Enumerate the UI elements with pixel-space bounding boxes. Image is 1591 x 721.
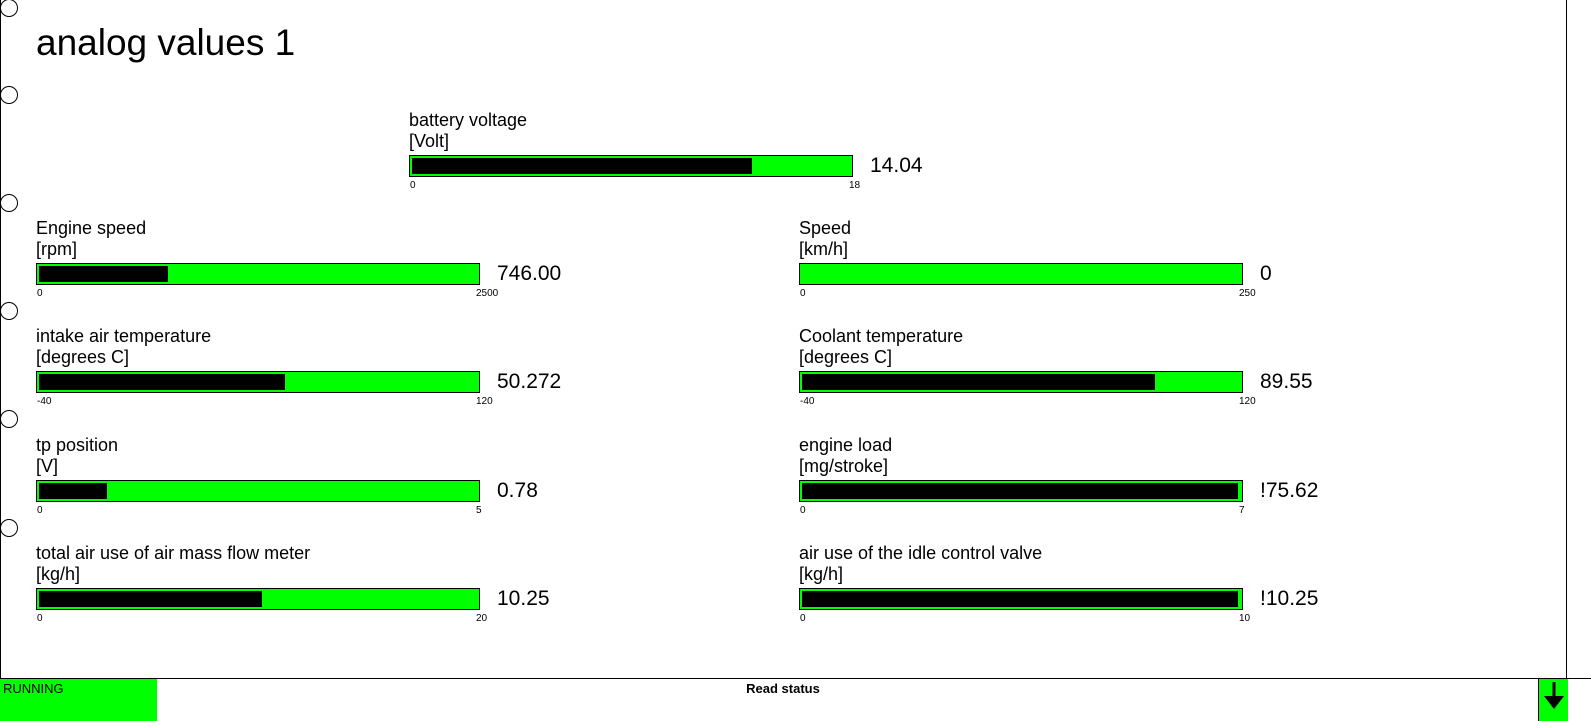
gauge-label: Engine speed bbox=[36, 218, 147, 238]
gauge-bar bbox=[36, 263, 480, 285]
gauge-min: 0 bbox=[37, 505, 43, 516]
status-message: Read status bbox=[746, 681, 820, 696]
gauge-max: 120 bbox=[1239, 396, 1256, 407]
page-title: analog values 1 bbox=[36, 22, 296, 63]
gauge-min: 0 bbox=[37, 288, 43, 299]
gauge-unit: [degrees C] bbox=[799, 347, 893, 367]
gauge-max: 10 bbox=[1239, 613, 1251, 624]
gauge-fill bbox=[39, 266, 168, 282]
gauge-min: 0 bbox=[800, 613, 806, 624]
binder-hole bbox=[0, 302, 18, 320]
gauge-fill bbox=[39, 374, 286, 390]
binder-hole bbox=[0, 0, 18, 17]
gauge-max: 2500 bbox=[476, 288, 499, 299]
gauge-min: 0 bbox=[800, 288, 806, 299]
gauge-label: engine load bbox=[799, 435, 893, 455]
gauge-unit: [kg/h] bbox=[36, 564, 81, 584]
gauge-min: 0 bbox=[410, 180, 416, 191]
gauge-label: Speed bbox=[799, 218, 852, 238]
gauge-max: 5 bbox=[476, 505, 482, 516]
gauge-label: intake air temperature bbox=[36, 326, 212, 346]
gauge-unit: [mg/stroke] bbox=[799, 456, 889, 476]
gauge-label: battery voltage bbox=[409, 110, 528, 130]
page-right-border bbox=[1566, 0, 1567, 690]
binder-hole bbox=[0, 194, 18, 212]
gauge-label: tp position bbox=[36, 435, 119, 455]
gauge-min: 0 bbox=[37, 613, 43, 624]
gauge-bar bbox=[799, 588, 1243, 610]
gauge-value: !10.25 bbox=[1260, 587, 1319, 610]
gauge-min: 0 bbox=[800, 505, 806, 516]
gauge-fill bbox=[412, 158, 753, 174]
gauge-max: 250 bbox=[1239, 288, 1256, 299]
binder-hole bbox=[0, 410, 18, 428]
gauge-fill bbox=[802, 483, 1238, 499]
gauge-battery-voltage: battery voltage [Volt] 0 18 14.04 bbox=[409, 110, 969, 220]
gauge-max: 20 bbox=[476, 613, 488, 624]
gauge-value: 14.04 bbox=[870, 154, 923, 177]
gauge-value: 89.55 bbox=[1260, 370, 1313, 393]
gauge-max: 7 bbox=[1239, 505, 1245, 516]
gauge-tp-position: tp position [V] 0 5 0.78 bbox=[36, 435, 596, 545]
gauge-unit: [V] bbox=[36, 456, 59, 476]
gauge-min: -40 bbox=[37, 396, 52, 407]
gauge-label: total air use of air mass flow meter bbox=[36, 543, 311, 563]
binder-hole bbox=[0, 86, 18, 104]
gauge-unit: [km/h] bbox=[799, 239, 849, 259]
gauge-bar bbox=[409, 155, 853, 177]
page-left-border bbox=[0, 0, 1, 690]
gauge-idle-valve-air-use: air use of the idle control valve [kg/h]… bbox=[799, 543, 1359, 653]
gauge-max: 18 bbox=[849, 180, 861, 191]
gauge-unit: [rpm] bbox=[36, 239, 78, 259]
gauge-bar bbox=[799, 263, 1243, 285]
gauge-value: 0.78 bbox=[497, 479, 538, 502]
gauge-bar bbox=[36, 588, 480, 610]
gauge-coolant-temperature: Coolant temperature [degrees C] -40 120 … bbox=[799, 326, 1359, 436]
gauge-label: air use of the idle control valve bbox=[799, 543, 1043, 563]
arrow-down-icon[interactable] bbox=[1538, 679, 1568, 721]
gauge-unit: [degrees C] bbox=[36, 347, 130, 367]
binder-hole bbox=[0, 519, 18, 537]
gauge-intake-air-temperature: intake air temperature [degrees C] -40 1… bbox=[36, 326, 596, 436]
gauge-engine-speed: Engine speed [rpm] 0 2500 746.00 bbox=[36, 218, 596, 328]
gauge-max: 120 bbox=[476, 396, 493, 407]
gauge-fill bbox=[39, 591, 263, 607]
gauge-unit: [Volt] bbox=[409, 131, 450, 151]
gauge-fill bbox=[802, 591, 1238, 607]
gauge-fill bbox=[802, 374, 1156, 390]
gauge-min: -40 bbox=[800, 396, 815, 407]
gauge-value: 50.272 bbox=[497, 370, 562, 393]
gauge-bar bbox=[799, 480, 1243, 502]
gauge-value: !75.62 bbox=[1260, 479, 1319, 502]
gauge-value: 746.00 bbox=[497, 262, 562, 285]
gauge-bar bbox=[36, 371, 480, 393]
gauge-engine-load: engine load [mg/stroke] 0 7 !75.62 bbox=[799, 435, 1359, 545]
gauge-total-air-use: total air use of air mass flow meter [kg… bbox=[36, 543, 596, 653]
gauge-bar bbox=[36, 480, 480, 502]
gauge-value: 10.25 bbox=[497, 587, 550, 610]
gauge-value: 0 bbox=[1260, 262, 1272, 285]
gauge-fill bbox=[39, 483, 107, 499]
gauge-speed: Speed [km/h] 0 250 0 bbox=[799, 218, 1359, 328]
arrow-down-glyph bbox=[1544, 682, 1564, 709]
status-running-indicator: RUNNING bbox=[0, 679, 157, 721]
gauge-bar bbox=[799, 371, 1243, 393]
status-bar: Read status RUNNING bbox=[0, 678, 1591, 721]
gauge-label: Coolant temperature bbox=[799, 326, 964, 346]
gauge-unit: [kg/h] bbox=[799, 564, 844, 584]
